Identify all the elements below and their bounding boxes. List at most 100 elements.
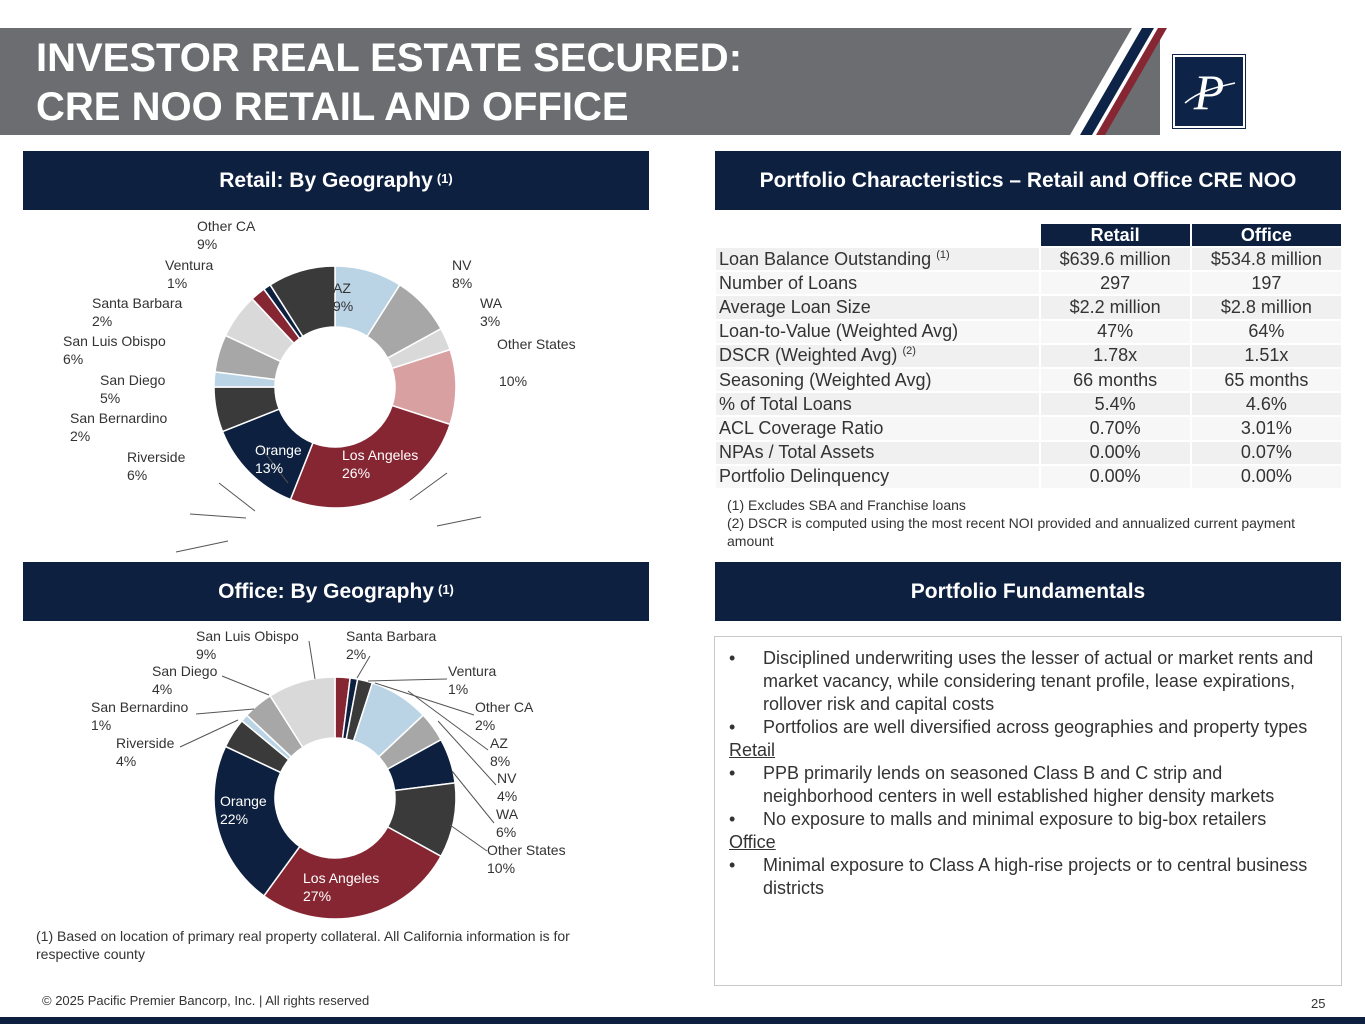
table-row: Seasoning (Weighted Avg) 66 months 65 mont…	[716, 368, 1341, 392]
logo-letter: P	[1193, 64, 1225, 120]
office-leader-nv	[437, 720, 497, 786]
office-label-santa-barbara: Santa Barbara	[346, 628, 436, 644]
metric-label: DSCR (Weighted Avg)	[719, 345, 898, 366]
retail-geography-footnote-marker: (1)	[436, 171, 453, 186]
retail-donut-chart	[175, 265, 482, 553]
retail-leader-ventura	[218, 482, 256, 512]
metric-footnote-marker: (2)	[902, 345, 916, 358]
metric-label: NPAs / Total Assets	[719, 442, 875, 463]
portfolio-fundamentals-box: • Disciplined underwriting uses the lesse…	[714, 636, 1342, 986]
office-leader-wa	[451, 770, 495, 824]
office-label-san-bernardino: San Bernardino	[91, 699, 189, 715]
table-cell-office: 3.01%	[1191, 417, 1341, 440]
table-cell-office: 65 months	[1191, 368, 1341, 392]
retail-leader-nv	[409, 472, 448, 501]
office-value-orange: 22%	[220, 811, 248, 827]
retail-leader-san-luis-obispo	[175, 540, 229, 553]
list-item: • Disciplined underwriting uses the lesse…	[729, 647, 1327, 716]
fundamentals-retail-2: No exposure to malls and minimal exposur…	[763, 809, 1267, 829]
office-geography-title: Office: By Geography	[218, 579, 434, 603]
retail-label-santa-barbara: Santa Barbara	[92, 295, 182, 311]
office-leader-riverside	[179, 719, 239, 748]
table-row: Loan Balance Outstanding (1) $639.6 milli…	[716, 248, 1341, 271]
office-value-santa-barbara: 2%	[346, 646, 366, 662]
portfolio-fundamentals-title: Portfolio Fundamentals	[910, 579, 1146, 603]
office-label-other-ca: Other CA	[475, 699, 534, 715]
table-header-blank	[716, 224, 1039, 246]
office-label-other-states: Other States	[487, 842, 566, 858]
table-row: Loan-to-Value (Weighted Avg) 47% 64%	[716, 320, 1341, 343]
list-item: • No exposure to malls and minimal exposu…	[729, 808, 1327, 831]
office-value-san-bernardino: 1%	[91, 717, 111, 733]
table-row: NPAs / Total Assets 0.00% 0.07%	[716, 441, 1341, 464]
portfolio-characteristics-header: Portfolio Characteristics – Retail and O…	[715, 151, 1341, 210]
table-cell-office: $534.8 million	[1191, 248, 1341, 271]
retail-value-los-angeles: 26%	[342, 465, 370, 481]
fundamentals-general-1: Disciplined underwriting uses the lesser…	[763, 648, 1314, 714]
retail-value-san-luis-obispo: 6%	[63, 351, 83, 367]
metric-label: Portfolio Delinquency	[719, 466, 890, 487]
metric-label: Average Loan Size	[719, 296, 871, 317]
retail-value-az: 9%	[333, 298, 353, 314]
page-number: 25	[1311, 996, 1326, 1011]
table-cell-retail: 0.70%	[1040, 417, 1190, 440]
table-cell-office: 0.00%	[1191, 465, 1341, 488]
table-cell-metric: Loan Balance Outstanding (1)	[716, 248, 1039, 271]
table-header-office: Office	[1191, 224, 1341, 246]
table-cell-retail: 1.78x	[1040, 344, 1190, 367]
table-row: Number of Loans 297 197	[716, 272, 1341, 295]
table-cell-metric: Number of Loans	[716, 272, 1039, 295]
office-leader-san-diego	[221, 675, 270, 696]
office-label-ventura: Ventura	[448, 663, 496, 679]
retail-label-other-states-1: Other States	[497, 336, 576, 352]
retail-label-nv: NV	[452, 257, 472, 273]
geography-footnote: (1) Based on location of primary real pr…	[36, 928, 570, 962]
retail-label-san-luis-obispo: San Luis Obispo	[63, 333, 166, 349]
office-geography-header: Office: By Geography (1)	[23, 562, 649, 621]
list-item: • Minimal exposure to Class A high-rise p…	[729, 854, 1327, 900]
table-cell-metric: ACL Coverage Ratio	[716, 417, 1039, 440]
table-cell-metric: Seasoning (Weighted Avg)	[716, 368, 1039, 392]
office-value-san-luis-obispo: 9%	[196, 646, 216, 662]
metric-footnote-marker: (1)	[936, 248, 950, 261]
table-row: Portfolio Delinquency 0.00% 0.00%	[716, 465, 1341, 488]
office-slice-orange	[213, 745, 301, 897]
decorative-stripes	[1070, 28, 1167, 135]
retail-label-wa: WA	[480, 295, 503, 311]
table-header-row: Retail Office	[716, 224, 1341, 246]
bullet-marker: •	[729, 763, 736, 783]
table-cell-metric: NPAs / Total Assets	[716, 441, 1039, 464]
table-header-retail: Retail	[1040, 224, 1190, 246]
table-cell-office: 1.51x	[1191, 344, 1341, 367]
portfolio-characteristics-table: Retail Office Loan Balance Outstanding (…	[714, 222, 1343, 490]
retail-value-san-diego: 5%	[100, 390, 120, 406]
office-leader-other-ca	[374, 682, 475, 716]
office-donut-chart	[179, 640, 497, 920]
retail-value-nv: 8%	[452, 275, 472, 291]
office-label-nv: NV	[497, 770, 517, 786]
metric-label: Seasoning (Weighted Avg)	[719, 369, 932, 390]
office-leader-az	[407, 690, 489, 751]
retail-value-ventura: 1%	[167, 275, 187, 291]
table-cell-retail: 66 months	[1040, 368, 1190, 392]
page-title-line1: INVESTOR REAL ESTATE SECURED:	[36, 36, 743, 80]
office-leader-san-bernardino	[195, 708, 255, 715]
table-cell-office: 197	[1191, 272, 1341, 295]
portfolio-characteristics-title: Portfolio Characteristics – Retail and O…	[759, 168, 1297, 192]
retail-label-az: AZ	[333, 280, 351, 296]
retail-value-other-ca: 9%	[197, 236, 217, 252]
office-value-wa: 6%	[496, 824, 516, 840]
table-cell-metric: % of Total Loans	[716, 393, 1039, 416]
office-label-layer: San Luis Obispo 9% San Diego 4% San Bern…	[91, 628, 566, 904]
bullet-marker: •	[729, 717, 736, 737]
table-cell-retail: 47%	[1040, 320, 1190, 343]
table-cell-office: 0.07%	[1191, 441, 1341, 464]
table-cell-retail: 0.00%	[1040, 441, 1190, 464]
bullet-marker: •	[729, 648, 736, 668]
page-title: INVESTOR REAL ESTATE SECURED: CRE NOO RE…	[36, 34, 742, 132]
copyright-text: © 2025 Pacific Premier Bancorp, Inc. | A…	[42, 993, 370, 1008]
retail-label-ventura: Ventura	[165, 257, 213, 273]
table-notes: (1) Excludes SBA and Franchise loans (2)…	[727, 496, 1327, 550]
table-cell-office: 4.6%	[1191, 393, 1341, 416]
bottom-bar	[0, 1017, 1365, 1024]
